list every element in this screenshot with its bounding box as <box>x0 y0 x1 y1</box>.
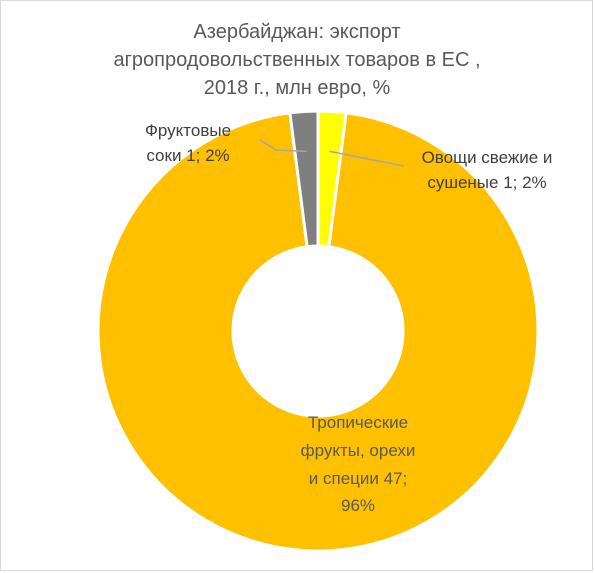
data-label-tropical-line-1: Тропические <box>308 413 408 432</box>
data-label-tropical-line-3: и специи 47; <box>309 469 407 488</box>
data-label-juices-line-1: Фруктовые <box>145 121 231 140</box>
leader-lines <box>259 139 405 167</box>
donut-slices <box>96 109 540 553</box>
donut-slice-tropical <box>96 111 540 553</box>
data-label-juices: Фруктовые соки 1; 2% <box>145 121 231 165</box>
data-label-vegetables-line-2: сушеные 1; 2% <box>427 173 546 192</box>
data-label-tropical: Тропические фрукты, орехи и специи 47; 9… <box>301 413 416 515</box>
chart-title-line-3: 2018 г., млн евро, % <box>204 77 391 99</box>
data-label-tropical-line-4: 96% <box>341 496 375 515</box>
data-label-vegetables-line-1: Овощи свежие и <box>422 148 553 167</box>
chart-title-line-1: Азербайджан: экспорт <box>193 21 400 43</box>
donut-slice-juices <box>288 109 320 249</box>
chart-title-line-2: агропродовольственных товаров в ЕС , <box>113 49 480 71</box>
leader-line-vegetables <box>329 150 405 167</box>
data-label-vegetables: Овощи свежие и сушеные 1; 2% <box>422 148 553 192</box>
data-label-tropical-line-2: фрукты, орехи <box>301 441 416 460</box>
data-label-juices-line-2: соки 1; 2% <box>146 146 229 165</box>
chart-title: Азербайджан: экспорт агропродовольственн… <box>113 21 480 99</box>
leader-line-juices <box>259 139 307 153</box>
